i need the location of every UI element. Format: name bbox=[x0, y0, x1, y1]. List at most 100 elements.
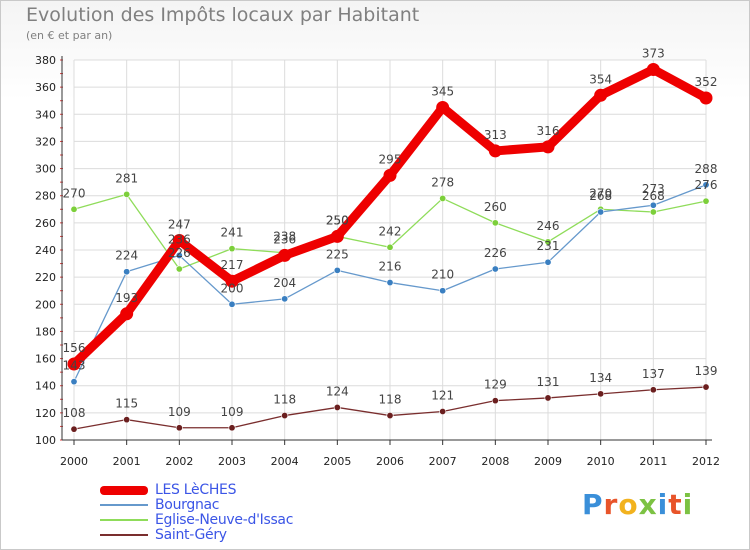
logo-letter: r bbox=[603, 488, 619, 521]
proxiti-logo: Proxiti bbox=[582, 488, 693, 521]
data-point-bourgnac bbox=[702, 181, 710, 189]
legend-label: Eglise-Neuve-d'Issac bbox=[155, 512, 294, 528]
data-label-eglise-neuve-d-issac: 270 bbox=[63, 186, 86, 200]
data-point-eglise-neuve-d-issac bbox=[491, 219, 499, 227]
data-point-saint-g-ry bbox=[386, 412, 394, 420]
data-point-bourgnac bbox=[333, 266, 341, 274]
data-point-saint-g-ry bbox=[175, 424, 183, 432]
data-label-bourgnac: 236 bbox=[168, 232, 191, 246]
y-tick-label: 260 bbox=[35, 217, 56, 230]
data-label-les-l-ches: 373 bbox=[642, 47, 665, 61]
x-tick-label: 2007 bbox=[429, 455, 457, 468]
data-point-les-l-ches bbox=[383, 168, 397, 182]
data-label-saint-g-ry: 108 bbox=[63, 406, 86, 420]
y-tick-label: 200 bbox=[35, 298, 56, 311]
data-label-eglise-neuve-d-issac: 246 bbox=[537, 219, 560, 233]
data-point-bourgnac bbox=[228, 300, 236, 308]
data-point-bourgnac bbox=[544, 258, 552, 266]
data-point-les-l-ches bbox=[488, 144, 502, 158]
x-tick-label: 2002 bbox=[165, 455, 193, 468]
data-label-les-l-ches: 295 bbox=[379, 152, 402, 166]
legend: LES LèCHES Bourgnac Eglise-Neuve-d'Issac Sa… bbox=[100, 483, 360, 543]
data-point-saint-g-ry bbox=[649, 386, 657, 394]
data-point-saint-g-ry bbox=[70, 425, 78, 433]
data-point-les-l-ches bbox=[120, 307, 134, 321]
y-tick-label: 240 bbox=[35, 244, 56, 257]
data-label-bourgnac: 288 bbox=[695, 162, 718, 176]
data-label-bourgnac: 273 bbox=[642, 182, 665, 196]
data-label-saint-g-ry: 131 bbox=[537, 375, 560, 389]
data-point-eglise-neuve-d-issac bbox=[702, 197, 710, 205]
y-tick-label: 180 bbox=[35, 325, 56, 338]
data-point-les-l-ches bbox=[330, 229, 344, 243]
legend-label: Bourgnac bbox=[155, 497, 220, 513]
data-point-eglise-neuve-d-issac bbox=[649, 208, 657, 216]
data-label-les-l-ches: 352 bbox=[695, 75, 718, 89]
data-label-eglise-neuve-d-issac: 238 bbox=[273, 230, 296, 244]
data-label-bourgnac: 225 bbox=[326, 247, 349, 261]
data-label-bourgnac: 268 bbox=[589, 189, 612, 203]
data-label-bourgnac: 200 bbox=[221, 281, 244, 295]
data-label-eglise-neuve-d-issac: 226 bbox=[168, 246, 191, 260]
data-point-bourgnac bbox=[439, 287, 447, 295]
x-tick-label: 2012 bbox=[692, 455, 720, 468]
data-label-les-l-ches: 316 bbox=[537, 124, 560, 138]
data-label-eglise-neuve-d-issac: 242 bbox=[379, 224, 402, 238]
y-tick-label: 100 bbox=[35, 434, 56, 447]
data-point-saint-g-ry bbox=[439, 407, 447, 415]
data-label-saint-g-ry: 137 bbox=[642, 367, 665, 381]
data-label-bourgnac: 231 bbox=[537, 239, 560, 253]
y-tick-label: 160 bbox=[35, 353, 56, 366]
data-point-les-l-ches bbox=[436, 101, 450, 114]
data-point-les-l-ches bbox=[646, 63, 660, 76]
x-tick-label: 2011 bbox=[639, 455, 667, 468]
data-label-bourgnac: 210 bbox=[431, 268, 454, 282]
data-label-bourgnac: 216 bbox=[379, 260, 402, 274]
legend-item-bourgnac: Bourgnac bbox=[100, 498, 360, 513]
x-tick-label: 2003 bbox=[218, 455, 246, 468]
legend-swatch bbox=[100, 485, 148, 495]
x-tick-label: 2009 bbox=[534, 455, 562, 468]
y-tick-label: 280 bbox=[35, 190, 56, 203]
data-label-saint-g-ry: 129 bbox=[484, 378, 507, 392]
x-tick-label: 2004 bbox=[271, 455, 299, 468]
data-label-les-l-ches: 236 bbox=[273, 232, 296, 246]
data-label-eglise-neuve-d-issac: 250 bbox=[326, 213, 349, 227]
legend-item-eglise-neuve-d-issac: Eglise-Neuve-d'Issac bbox=[100, 513, 360, 528]
data-point-les-l-ches bbox=[699, 91, 713, 105]
data-label-eglise-neuve-d-issac: 281 bbox=[115, 171, 138, 185]
data-label-les-l-ches: 313 bbox=[484, 128, 507, 142]
data-point-bourgnac bbox=[386, 279, 394, 287]
data-point-les-l-ches bbox=[172, 234, 186, 247]
y-tick-label: 140 bbox=[35, 380, 56, 393]
data-label-les-l-ches: 354 bbox=[589, 72, 612, 86]
logo-letter: x bbox=[638, 488, 658, 521]
data-label-eglise-neuve-d-issac: 241 bbox=[221, 226, 244, 240]
data-point-saint-g-ry bbox=[228, 424, 236, 432]
data-label-eglise-neuve-d-issac: 276 bbox=[695, 178, 718, 192]
data-label-les-l-ches: 247 bbox=[168, 218, 191, 232]
x-tick-label: 2005 bbox=[323, 455, 351, 468]
data-label-eglise-neuve-d-issac: 268 bbox=[642, 189, 665, 203]
y-tick-label: 300 bbox=[35, 163, 56, 176]
legend-swatch bbox=[100, 534, 148, 536]
data-label-les-l-ches: 345 bbox=[431, 85, 454, 99]
x-tick-label: 2001 bbox=[113, 455, 141, 468]
data-label-saint-g-ry: 109 bbox=[221, 405, 244, 419]
data-point-bourgnac bbox=[649, 201, 657, 209]
data-label-bourgnac: 226 bbox=[484, 246, 507, 260]
y-tick-label: 380 bbox=[35, 54, 56, 67]
data-label-eglise-neuve-d-issac: 278 bbox=[431, 175, 454, 189]
data-point-saint-g-ry bbox=[333, 403, 341, 411]
x-tick-label: 2010 bbox=[587, 455, 615, 468]
data-label-eglise-neuve-d-issac: 270 bbox=[589, 186, 612, 200]
chart-subtitle: (en € et par an) bbox=[26, 29, 113, 42]
data-point-saint-g-ry bbox=[281, 412, 289, 420]
data-point-saint-g-ry bbox=[123, 416, 131, 424]
data-point-eglise-neuve-d-issac bbox=[70, 205, 78, 213]
y-tick-label: 320 bbox=[35, 135, 56, 148]
data-label-les-l-ches: 217 bbox=[221, 258, 244, 272]
data-point-saint-g-ry bbox=[544, 394, 552, 402]
y-tick-label: 340 bbox=[35, 108, 56, 121]
